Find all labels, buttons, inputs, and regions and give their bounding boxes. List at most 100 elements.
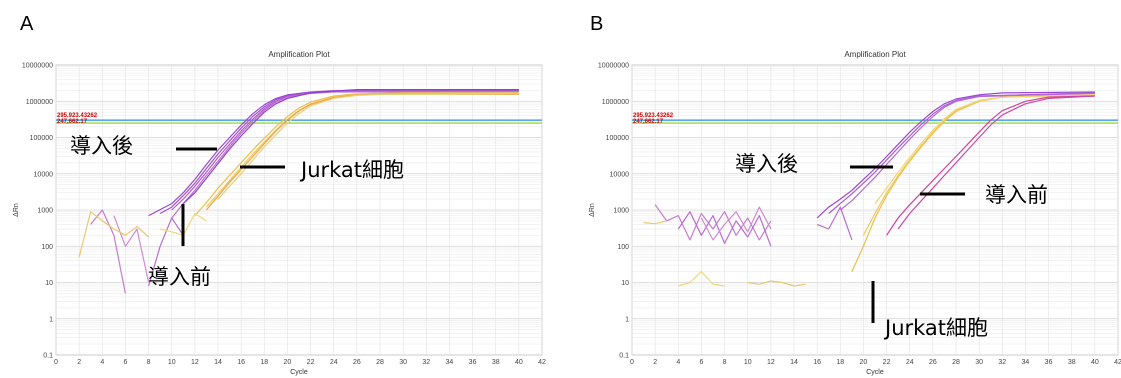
y-tick-label: 100000 xyxy=(30,135,53,142)
x-tick-label: 24 xyxy=(330,359,338,366)
series-line-pre xyxy=(148,217,184,287)
x-tick-label: 18 xyxy=(836,359,844,366)
x-tick-label: 42 xyxy=(538,359,546,366)
y-tick-label: 100000 xyxy=(606,135,629,142)
x-tick-label: 32 xyxy=(422,359,430,366)
x-tick-label: 20 xyxy=(284,359,292,366)
y-tick-label: 100 xyxy=(617,244,629,251)
y-tick-label: 10 xyxy=(45,280,53,287)
x-tick-label: 28 xyxy=(952,359,960,366)
x-tick-label: 6 xyxy=(699,359,703,366)
series-line-post xyxy=(816,91,1095,219)
y-tick-label: 100 xyxy=(41,244,53,251)
y-tick-label: 0.1 xyxy=(43,353,53,360)
series-line-post xyxy=(839,92,1095,211)
x-tick-label: 12 xyxy=(191,359,199,366)
x-tick-label: 34 xyxy=(1022,359,1030,366)
x-tick-label: 28 xyxy=(376,359,384,366)
x-tick-label: 10 xyxy=(744,359,752,366)
threshold-label: 295,923.43262 xyxy=(633,113,674,119)
x-tick-label: 16 xyxy=(237,359,245,366)
threshold-label: 295,923.43262 xyxy=(57,113,98,119)
y-tick-label: 10 xyxy=(621,280,629,287)
series-group xyxy=(643,91,1095,287)
x-tick-label: 20 xyxy=(860,359,868,366)
x-tick-label: 38 xyxy=(1068,359,1076,366)
x-tick-label: 6 xyxy=(123,359,127,366)
x-tick-label: 8 xyxy=(723,359,727,366)
y-tick-label: 10000000 xyxy=(598,63,629,70)
x-tick-label: 22 xyxy=(307,359,315,366)
threshold-label: 247,662.17 xyxy=(633,119,664,125)
x-tick-label: 32 xyxy=(998,359,1006,366)
series-line-pre xyxy=(678,271,725,287)
x-tick-label: 10 xyxy=(168,359,176,366)
panel-letter: A xyxy=(20,13,34,35)
series-line-pre xyxy=(643,220,667,225)
x-tick-label: 22 xyxy=(883,359,891,366)
series-line-pre xyxy=(677,211,772,247)
x-tick-label: 14 xyxy=(214,359,222,366)
x-tick-label: 4 xyxy=(676,359,680,366)
series-group xyxy=(78,88,519,294)
series-line-jurkat xyxy=(851,94,1095,272)
series-line-pre xyxy=(816,206,853,241)
y-tick-label: 1000000 xyxy=(602,99,629,106)
series-line-post xyxy=(182,88,519,205)
series-line-pre xyxy=(78,211,150,258)
grid xyxy=(55,64,543,356)
x-tick-label: 36 xyxy=(469,359,477,366)
x-tick-label: 30 xyxy=(399,359,407,366)
x-axis-label: Cycle xyxy=(866,369,884,376)
x-axis-label: Cycle xyxy=(290,369,308,376)
x-tick-label: 40 xyxy=(1091,359,1099,366)
y-tick-label: 1 xyxy=(49,316,53,323)
x-tick-label: 18 xyxy=(260,359,268,366)
x-tick-label: 40 xyxy=(515,359,523,366)
series-line-pre xyxy=(654,204,772,241)
series-line-pre xyxy=(747,280,806,287)
y-tick-label: 0.1 xyxy=(619,353,629,360)
x-tick-label: 34 xyxy=(446,359,454,366)
panel-letter: B xyxy=(590,13,603,35)
x-tick-label: 26 xyxy=(929,359,937,366)
annotation-label: 導入前 xyxy=(985,183,1048,207)
x-tick-label: 26 xyxy=(353,359,361,366)
x-tick-label: 14 xyxy=(790,359,798,366)
annotation-label: 導入前 xyxy=(148,265,211,289)
chart-title: Amplification Plot xyxy=(844,50,906,59)
y-axis-label: ΔRn xyxy=(589,203,596,217)
series-line-post xyxy=(828,92,1095,214)
y-tick-label: 10000 xyxy=(610,171,630,178)
annotation-label: Jurkat細胞 xyxy=(299,158,404,182)
x-tick-label: 30 xyxy=(975,359,983,366)
y-axis-label: ΔRn xyxy=(13,203,20,217)
y-tick-label: 1000000 xyxy=(26,99,53,106)
threshold-label: 247,662.17 xyxy=(57,119,88,125)
x-tick-label: 36 xyxy=(1045,359,1053,366)
x-tick-label: 2 xyxy=(653,359,657,366)
x-tick-label: 24 xyxy=(906,359,914,366)
series-line-jurkat xyxy=(217,93,519,200)
x-tick-label: 4 xyxy=(100,359,104,366)
annotation-label: Jurkat細胞 xyxy=(883,316,988,340)
annotation-label: 導入後 xyxy=(70,134,133,158)
x-tick-label: 42 xyxy=(1114,359,1121,366)
series-line-pre xyxy=(113,215,150,283)
y-tick-label: 1000 xyxy=(613,208,629,215)
x-tick-label: 12 xyxy=(767,359,775,366)
grid xyxy=(631,64,1119,356)
series-line-pre xyxy=(700,206,772,241)
x-tick-label: 0 xyxy=(630,359,634,366)
y-tick-label: 1000 xyxy=(37,208,53,215)
x-tick-label: 0 xyxy=(54,359,58,366)
y-tick-label: 10000000 xyxy=(22,63,53,70)
chart-title: Amplification Plot xyxy=(268,50,330,59)
x-tick-label: 8 xyxy=(147,359,151,366)
x-tick-label: 2 xyxy=(77,359,81,366)
series-line-pre xyxy=(897,95,1095,230)
x-tick-label: 38 xyxy=(492,359,500,366)
